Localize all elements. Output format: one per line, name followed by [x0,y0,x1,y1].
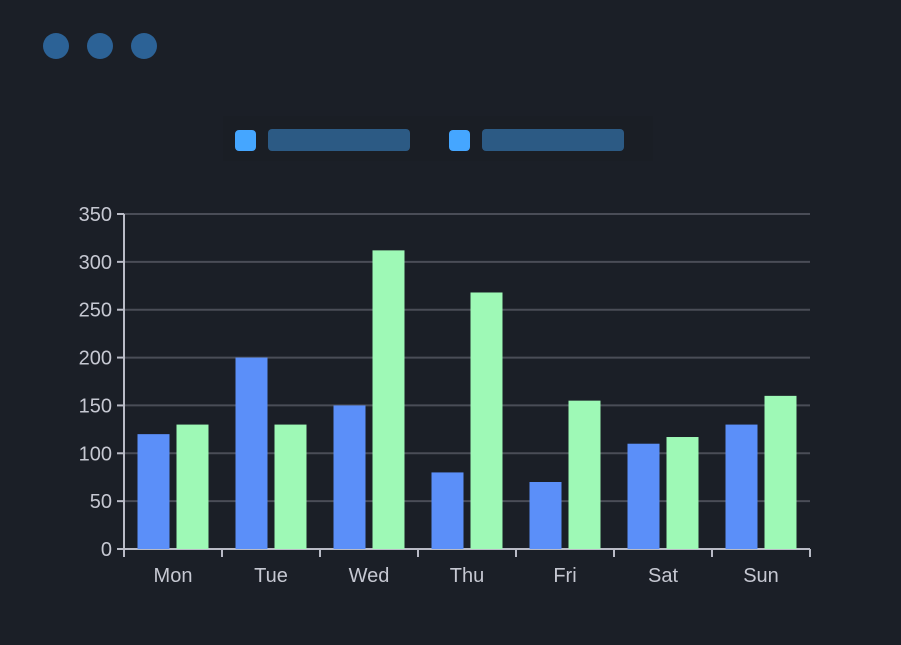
bar-series-2-thu [470,292,503,549]
bar-series-1-fri [529,482,562,549]
window-dot-1[interactable] [43,33,69,59]
bar-series-1-sun [725,424,758,549]
x-tick-label: Tue [254,565,288,587]
bar-series-2-wed [372,250,405,549]
x-tick-label: Mon [154,565,193,587]
window-dot-2[interactable] [87,33,113,59]
window-dot-3[interactable] [131,33,157,59]
legend-swatch [235,129,256,151]
y-tick-label: 100 [79,443,112,465]
y-tick-label: 300 [79,252,112,274]
chart-legend [223,116,653,161]
y-tick-label: 200 [79,348,112,370]
bar-series-1-sat [627,443,660,549]
bar-series-1-tue [235,357,268,549]
bar-series-1-wed [333,405,366,549]
y-tick-label: 0 [101,539,112,561]
y-tick-label: 150 [79,395,112,417]
bar-series-2-mon [176,424,209,549]
legend-item-1[interactable] [235,129,410,151]
legend-label-placeholder [482,129,624,151]
x-tick-label: Sun [743,565,779,587]
window-controls [43,33,157,59]
legend-label-placeholder [268,129,410,151]
x-tick-label: Sat [648,565,678,587]
x-tick-label: Wed [349,565,390,587]
bar-series-1-mon [137,434,170,549]
legend-swatch [449,129,470,151]
bar-series-1-thu [431,472,464,549]
bar-series-2-sun [764,395,797,549]
x-tick-label: Thu [450,565,484,587]
y-tick-label: 50 [90,491,112,513]
legend-item-2[interactable] [449,129,624,151]
bar-series-2-tue [274,424,307,549]
y-tick-label: 250 [79,300,112,322]
bar-series-2-fri [568,400,601,549]
x-tick-label: Fri [553,565,576,587]
bar-series-2-sat [666,437,699,549]
y-tick-label: 350 [79,204,112,226]
